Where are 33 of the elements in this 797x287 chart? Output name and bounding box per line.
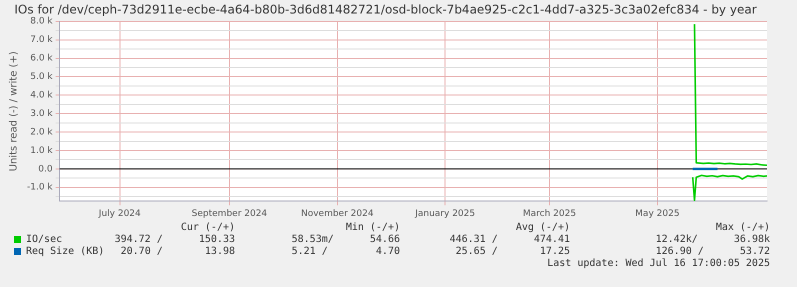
chart-title: IOs for /dev/ceph-73d2911e-ecbe-4a64-b80b-3d6d81482721/osd-block-7b4ae925-c2c1-4dd7-a325-3c3a02efc834 - by year bbox=[14, 2, 757, 16]
text: 394.72 / 150.33 bbox=[114, 234, 235, 245]
y-tick-label: 2.0 k bbox=[30, 127, 54, 138]
y-tick-label: 3.0 k bbox=[30, 108, 54, 119]
x-tick-label: July 2024 bbox=[98, 208, 142, 219]
y-tick-label: 6.0 k bbox=[30, 54, 54, 64]
y-tick-label: 5.0 k bbox=[30, 72, 54, 82]
x-tick-label: September 2024 bbox=[192, 208, 268, 219]
y-tick-label: 1.0 k bbox=[30, 146, 54, 156]
y-tick-label: 4.0 k bbox=[30, 90, 54, 101]
text: 58.53m/ 54.66 bbox=[292, 234, 400, 245]
text: 25.65 / 17.25 bbox=[456, 246, 570, 257]
y-tick-label: 8.0 k bbox=[30, 16, 54, 27]
x-tick-label: March 2025 bbox=[522, 208, 576, 219]
text: 20.70 / 13.98 bbox=[120, 246, 235, 257]
y-tick-label: 7.0 k bbox=[30, 35, 54, 46]
text: 446.31 / 474.41 bbox=[450, 234, 570, 245]
text: Min (-/+) bbox=[346, 222, 400, 233]
text: Max (-/+) bbox=[716, 222, 770, 233]
y-tick-label: -1.0 k bbox=[26, 182, 54, 193]
legend-label: Req Size (KB) bbox=[26, 246, 104, 257]
x-tick-label: May 2025 bbox=[635, 208, 680, 219]
text: Cur (-/+) bbox=[180, 222, 235, 233]
legend-label: IO/sec bbox=[26, 234, 62, 245]
text: Last update: Wed Jul 16 17:00:05 2025 bbox=[547, 258, 770, 269]
text: 12.42k/ 36.98k bbox=[656, 234, 770, 245]
text: 126.90 / 53.72 bbox=[656, 246, 770, 257]
text: 5.21 / 4.70 bbox=[292, 246, 400, 257]
x-tick-label: January 2025 bbox=[414, 208, 476, 219]
y-tick-label: 0.0 bbox=[38, 164, 53, 174]
x-tick-label: November 2024 bbox=[300, 208, 374, 219]
text: Avg (-/+) bbox=[516, 222, 570, 233]
y-axis-title: Units read (-) / write (+) bbox=[8, 51, 20, 172]
